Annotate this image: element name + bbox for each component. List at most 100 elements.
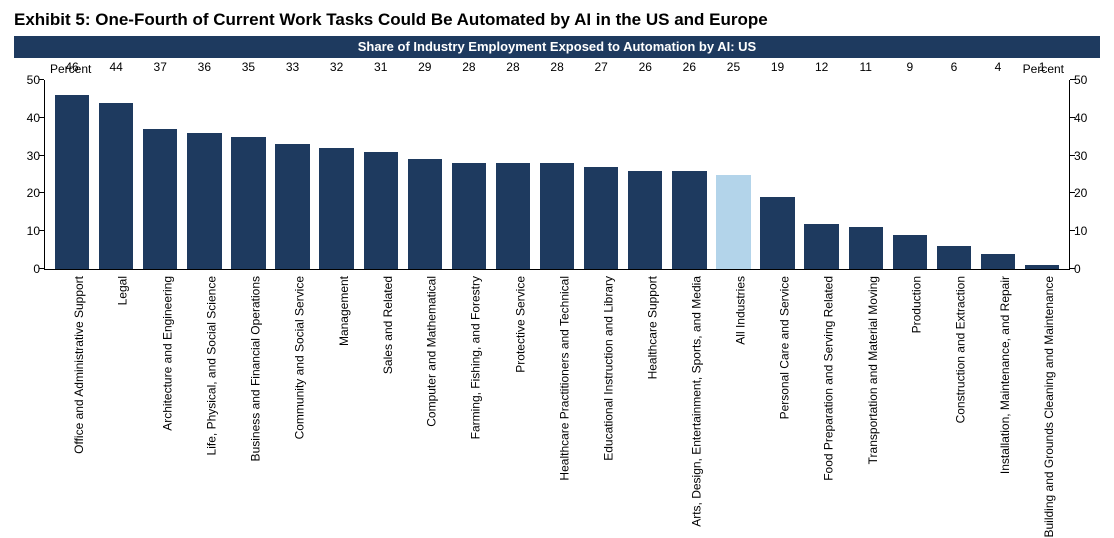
x-label-col: Personal Care and Service [756, 272, 800, 492]
y-tick-right: 50 [1074, 73, 1098, 87]
y-tick-mark-right [1070, 79, 1075, 80]
x-label-col: Sales and Related [359, 272, 403, 492]
bar-col: 28 [491, 80, 535, 269]
bar-col: 28 [447, 80, 491, 269]
x-label-col: Transportation and Material Moving [844, 272, 888, 492]
bar-value-label: 28 [535, 60, 579, 161]
x-label: Farming, Fishing, and Forestry [469, 276, 483, 439]
bar-col: 31 [359, 80, 403, 269]
bar-col: 26 [667, 80, 711, 269]
bar-value-label: 1 [1020, 60, 1064, 263]
bar-col: 6 [932, 80, 976, 269]
bar [231, 137, 265, 269]
x-label-col: Life, Physical, and Social Science [182, 272, 226, 492]
x-label-col: Healthcare Practitioners and Technical [535, 272, 579, 492]
bar [672, 171, 706, 269]
x-label: Management [337, 276, 351, 346]
bar-value-label: 36 [182, 60, 226, 131]
x-label-col: Production [888, 272, 932, 492]
bar [408, 159, 442, 269]
bar-col: 35 [226, 80, 270, 269]
bar-col: 26 [623, 80, 667, 269]
x-label: Life, Physical, and Social Science [204, 276, 218, 455]
bar-col: 4 [976, 80, 1020, 269]
bar-col: 33 [270, 80, 314, 269]
bar-value-label: 27 [579, 60, 623, 165]
y-tick-mark-right [1070, 268, 1075, 269]
x-label-col: Healthcare Support [623, 272, 667, 492]
bar [364, 152, 398, 269]
bar-col: 9 [888, 80, 932, 269]
x-label-col: Educational Instruction and Library [579, 272, 623, 492]
bar [716, 175, 750, 270]
bar [319, 148, 353, 269]
bar [893, 235, 927, 269]
bars-container: 4644373635333231292828282726262519121196… [44, 80, 1070, 269]
bar [849, 227, 883, 269]
bar-value-label: 35 [226, 60, 270, 135]
x-label-col: Installation, Maintenance, and Repair [976, 272, 1020, 492]
x-label: Community and Social Service [293, 276, 307, 439]
x-label: All Industries [733, 276, 747, 345]
bar [143, 129, 177, 269]
y-tick-mark-right [1070, 155, 1075, 156]
plot-area: 0010102020303040405050 46443736353332312… [44, 80, 1070, 270]
bar-value-label: 44 [94, 60, 138, 101]
bar-value-label: 29 [403, 60, 447, 157]
bar-value-label: 25 [711, 60, 755, 173]
x-label: Arts, Design, Entertainment, Sports, and… [689, 276, 703, 527]
x-label: Construction and Extraction [954, 276, 968, 423]
bar [628, 171, 662, 269]
bar-value-label: 32 [315, 60, 359, 146]
y-tick-left: 0 [16, 262, 40, 276]
bar [981, 254, 1015, 269]
x-label: Healthcare Support [645, 276, 659, 379]
x-label: Educational Instruction and Library [601, 276, 615, 461]
y-tick-right: 40 [1074, 111, 1098, 125]
x-label: Transportation and Material Moving [866, 276, 880, 464]
bar [1025, 265, 1059, 269]
bar-col: 27 [579, 80, 623, 269]
bar-col: 25 [711, 80, 755, 269]
bar-col: 46 [50, 80, 94, 269]
bar-col: 28 [535, 80, 579, 269]
x-label-col: Business and Financial Operations [226, 272, 270, 492]
bar-value-label: 4 [976, 60, 1020, 252]
bar [760, 197, 794, 269]
x-label: Food Preparation and Serving Related [822, 276, 836, 481]
bar-value-label: 11 [844, 60, 888, 225]
x-label: Healthcare Practitioners and Technical [557, 276, 571, 481]
y-tick-left: 50 [16, 73, 40, 87]
bar-col: 19 [756, 80, 800, 269]
chart-page: Exhibit 5: One-Fourth of Current Work Ta… [0, 0, 1114, 517]
bar [452, 163, 486, 269]
bar [187, 133, 221, 269]
y-tick-right: 10 [1074, 224, 1098, 238]
y-tick-mark-right [1070, 230, 1075, 231]
bar-value-label: 9 [888, 60, 932, 233]
x-label-col: Legal [94, 272, 138, 492]
x-label-col: Building and Grounds Cleaning and Mainte… [1020, 272, 1064, 492]
bar [937, 246, 971, 269]
bar [275, 144, 309, 269]
y-tick-right: 20 [1074, 186, 1098, 200]
y-tick-mark-right [1070, 117, 1075, 118]
x-label: Legal [116, 276, 130, 305]
chart-banner: Share of Industry Employment Exposed to … [14, 36, 1100, 58]
bar-value-label: 37 [138, 60, 182, 127]
x-label-col: Protective Service [491, 272, 535, 492]
bar-col: 1 [1020, 80, 1064, 269]
bar-value-label: 31 [359, 60, 403, 150]
bar [804, 224, 838, 269]
x-label-col: Management [315, 272, 359, 492]
bar-value-label: 26 [667, 60, 711, 169]
x-label-col: Architecture and Engineering [138, 272, 182, 492]
x-label: Building and Grounds Cleaning and Mainte… [1042, 276, 1056, 538]
bar-value-label: 28 [491, 60, 535, 161]
y-tick-left: 10 [16, 224, 40, 238]
x-label: Production [910, 276, 924, 333]
bar [55, 95, 89, 269]
bar [99, 103, 133, 269]
x-label: Personal Care and Service [778, 276, 792, 419]
bar-col: 32 [315, 80, 359, 269]
